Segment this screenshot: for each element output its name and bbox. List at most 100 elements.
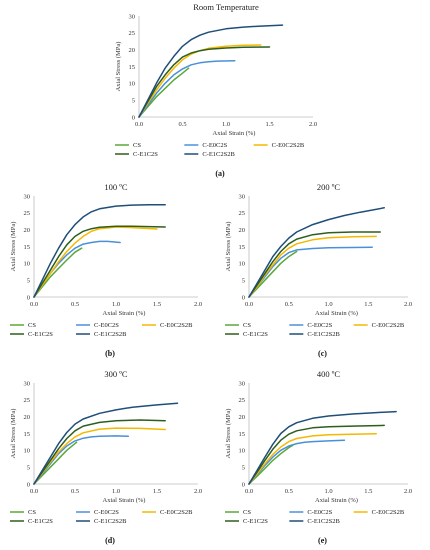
series-line-c-e0c2s <box>248 439 346 485</box>
legend-label: C-E0C2S <box>202 142 227 149</box>
x-tick-label: 1.0 <box>324 301 332 308</box>
y-tick-label: 15 <box>239 244 246 251</box>
x-tick-label: 1.0 <box>222 121 230 128</box>
panel-label: (d) <box>105 536 115 545</box>
legend-label: C-E1C2S <box>243 331 268 338</box>
y-tick-label: 0 <box>132 114 135 121</box>
x-tick-label: 0.0 <box>135 121 143 128</box>
y-tick-label: 20 <box>24 227 31 234</box>
panel-label: (e) <box>318 536 327 545</box>
legend-label: C-E0C2S <box>307 322 332 329</box>
y-tick-label: 25 <box>239 210 246 217</box>
legend-label: C-E0C2S <box>94 509 119 516</box>
x-axis-label: Axial Strain (%) <box>315 497 358 504</box>
y-tick-label: 10 <box>239 261 246 268</box>
x-axis-label: Axial Strain (%) <box>213 130 256 137</box>
legend-label: C-E1C2S2B <box>202 151 235 158</box>
x-tick-label: 0.0 <box>245 301 253 308</box>
x-tick-label: 1.0 <box>112 301 120 308</box>
y-tick-label: 30 <box>24 193 31 200</box>
series-line-c-e0c2s2b <box>33 427 166 485</box>
y-tick-label: 15 <box>24 244 31 251</box>
y-tick-label: 0 <box>242 481 245 488</box>
panel-room-temperature: Room Temperature 0 5 10 15 20 25 30 0.0 0.5 1.0 1.5… <box>105 0 335 182</box>
series-line-c-e1c2s2b <box>33 204 166 298</box>
x-tick-label: 0.0 <box>30 488 38 495</box>
y-axis-label: Axial Stress (MPa) <box>10 409 17 459</box>
chart-title: Room Temperature <box>193 2 259 12</box>
y-axis-label: Axial Stress (MPa) <box>115 42 122 92</box>
legend-label: C-E0C2S2B <box>160 322 193 329</box>
series-line-c-e0c2s2b <box>248 433 377 485</box>
series-line-c-e1c2s2b <box>33 402 179 485</box>
panel-label: (a) <box>215 169 225 178</box>
x-tick-label: 0.5 <box>178 121 186 128</box>
y-tick-label: 10 <box>129 81 136 88</box>
legend-label: C-E0C2S <box>307 509 332 516</box>
legend-label: CS <box>28 322 36 329</box>
panel-label: (c) <box>318 349 327 358</box>
x-tick-label: 2.0 <box>404 301 412 308</box>
series-line-c-e0c2s <box>138 60 236 118</box>
series-line-cs <box>248 250 298 298</box>
x-tick-label: 0.5 <box>71 488 79 495</box>
panel-label: (b) <box>105 349 115 358</box>
y-tick-label: 10 <box>24 448 31 455</box>
x-tick-label: 1.5 <box>265 121 273 128</box>
y-tick-label: 30 <box>239 380 246 387</box>
legend-label: CS <box>133 142 141 149</box>
y-tick-label: 25 <box>129 30 136 37</box>
legend-label: C-E0C2S2B <box>272 142 305 149</box>
y-tick-label: 0 <box>27 481 30 488</box>
x-tick-label: 2.0 <box>194 301 202 308</box>
panel-100c: 100 ºC 0 5 10 15 20 25 30 0.0 0.5 1.0 1.5 2.0 Axial S… <box>0 180 220 362</box>
x-tick-label: 2.0 <box>309 121 317 128</box>
legend-label: C-E1C2S <box>243 518 268 525</box>
legend-label: C-E1C2S <box>28 331 53 338</box>
y-tick-label: 25 <box>24 397 31 404</box>
x-axis-label: Axial Strain (%) <box>315 310 358 317</box>
series-line-c-e0c2s2b <box>33 226 158 298</box>
y-tick-label: 15 <box>129 64 136 71</box>
chart-title: 100 ºC <box>104 182 128 192</box>
x-tick-label: 0.0 <box>30 301 38 308</box>
y-tick-label: 20 <box>239 414 246 421</box>
y-tick-label: 20 <box>239 227 246 234</box>
legend-label: C-E0C2S2B <box>160 509 193 516</box>
y-axis-label: Axial Stress (MPa) <box>225 409 232 459</box>
x-tick-label: 1.5 <box>364 488 372 495</box>
y-tick-label: 10 <box>239 448 246 455</box>
x-tick-label: 1.5 <box>153 301 161 308</box>
chart-400c: 400 ºC 0 5 10 15 20 25 30 0.0 0.5 1.0 1.5 2.0 Axial S… <box>225 369 412 545</box>
chart-100c: 100 ºC 0 5 10 15 20 25 30 0.0 0.5 1.0 1.5 2.0 Axial S… <box>10 182 202 358</box>
series-line-c-e0c2s <box>33 435 130 485</box>
y-tick-label: 30 <box>129 13 136 20</box>
chart-300c: 300 ºC 0 5 10 15 20 25 30 0.0 0.5 1.0 1.5 2.0 Axial S… <box>10 369 202 545</box>
x-axis-label: Axial Strain (%) <box>103 497 146 504</box>
y-tick-label: 15 <box>24 431 31 438</box>
legend-label: C-E1C2S2B <box>94 518 127 525</box>
series-line-c-e1c2s <box>138 46 271 118</box>
chart-title: 400 ºC <box>317 369 341 379</box>
x-tick-label: 2.0 <box>404 488 412 495</box>
y-tick-label: 5 <box>132 97 135 104</box>
x-tick-label: 1.0 <box>324 488 332 495</box>
x-tick-label: 1.5 <box>364 301 372 308</box>
series-line-c-e0c2s2b <box>248 235 377 298</box>
legend-label: CS <box>243 322 251 329</box>
y-tick-label: 25 <box>239 397 246 404</box>
series-line-c-e1c2s2b <box>248 207 385 298</box>
series-line-c-e1c2s <box>248 231 381 298</box>
x-tick-label: 2.0 <box>194 488 202 495</box>
series-line-c-e1c2s <box>33 419 166 485</box>
y-tick-label: 5 <box>242 277 245 284</box>
y-tick-label: 10 <box>24 261 31 268</box>
x-axis-label: Axial Strain (%) <box>103 310 146 317</box>
legend-label: C-E0C2S <box>94 322 119 329</box>
y-tick-label: 0 <box>27 294 30 301</box>
y-tick-label: 20 <box>24 414 31 421</box>
legend-label: CS <box>243 509 251 516</box>
y-tick-label: 20 <box>129 47 136 54</box>
chart-200c: 200 ºC 0 5 10 15 20 25 30 0.0 0.5 1.0 1.5 2.0 Axial S… <box>225 182 412 358</box>
y-tick-label: 25 <box>24 210 31 217</box>
